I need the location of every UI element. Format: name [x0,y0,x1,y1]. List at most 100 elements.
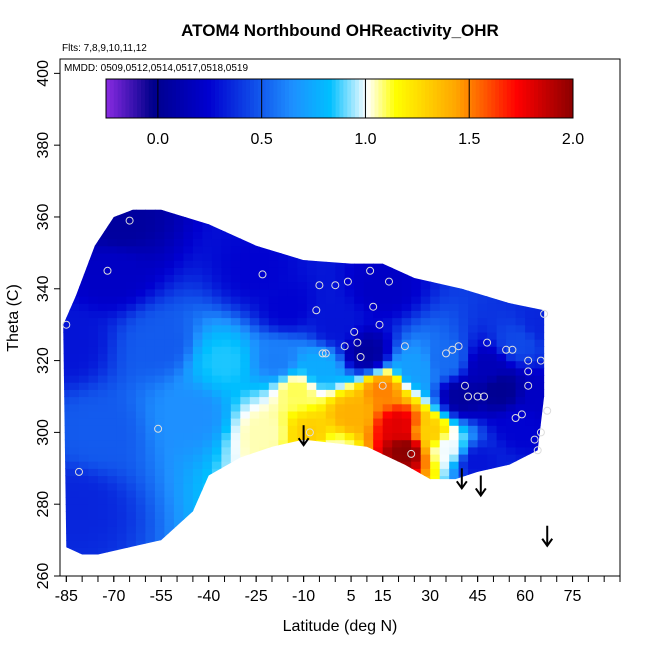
field-cell [249,281,260,290]
field-cell [458,410,469,419]
field-cell [373,425,384,433]
colorbar-swatch [242,79,247,118]
field-cell [211,217,222,225]
field-cell [211,461,222,469]
field-cell [306,432,317,441]
field-cell [173,245,184,254]
field-cell [316,446,327,455]
field-cell [116,410,127,419]
field-cell [325,317,336,326]
field-cell [88,224,99,232]
field-cell [335,482,346,491]
field-cell [335,382,346,390]
field-cell [70,562,80,570]
field-cell [335,425,346,433]
field-cell [325,324,336,333]
field-cell [79,439,90,448]
field-cell [316,482,327,491]
field-cell [534,209,545,211]
field-cell [458,209,469,211]
field-cell [278,217,289,225]
field-cell [392,267,403,275]
colorbar-swatch [327,79,333,118]
field-cell [411,396,422,405]
field-cell [154,217,165,225]
field-cell [468,303,479,311]
colorbar-swatch [537,79,543,118]
field-cell [268,453,279,462]
field-cell [544,361,554,369]
colorbar-swatch [156,79,161,118]
field-cell [554,547,564,555]
field-cell [430,468,441,477]
field-cell [449,238,460,247]
field-cell [506,353,517,362]
field-cell [154,374,165,383]
field-cell [183,446,194,455]
field-cell [354,274,365,283]
colorbar-swatch [541,79,547,118]
field-cell [363,489,374,498]
field-cell [335,260,346,268]
field-cell [268,497,279,505]
field-cell [430,209,441,211]
field-cell [420,324,431,333]
field-cell [392,231,403,240]
field-cell [240,353,251,362]
field-cell [325,346,336,354]
field-cell [249,504,260,512]
field-cell [382,238,393,247]
field-cell [154,540,165,548]
field-cell [249,446,260,455]
field-cell [230,453,241,462]
field-cell [164,209,175,218]
field-cell [259,324,270,333]
field-cell [116,418,127,426]
field-cell [145,439,156,448]
field-cell [506,217,517,225]
field-cell [154,389,165,398]
field-cell [69,267,80,275]
field-cell [259,245,270,254]
field-cell [554,231,564,239]
field-cell [449,439,460,448]
field-cell [525,540,536,548]
field-cell [268,324,279,333]
x-tick-label: -10 [292,588,315,605]
field-cell [335,497,346,505]
field-cell [487,238,498,247]
field-cell [135,497,146,505]
field-cell [211,389,222,398]
field-cell [249,382,260,390]
field-cell [259,360,270,369]
field-cell [88,317,99,326]
field-cell [63,374,71,383]
field-cell [107,525,118,534]
field-cell [249,432,260,441]
field-cell [259,310,270,319]
field-cell [98,425,109,433]
field-cell [69,346,80,354]
field-cell [430,461,441,469]
field-cell [211,303,222,311]
field-cell [449,525,460,534]
field-cell [240,367,251,376]
field-cell [174,562,184,570]
field-cell [325,468,336,477]
field-cell [145,374,156,383]
field-cell [335,468,346,477]
field-cell [496,453,507,462]
field-cell [477,425,488,433]
field-cell [534,382,545,390]
field-cell [88,410,99,419]
field-cell [401,410,412,419]
field-cell [373,396,384,405]
field-cell [249,238,260,247]
field-cell [487,310,498,319]
field-cell [63,547,71,555]
field-cell [88,497,99,505]
field-cell [515,231,526,240]
field-cell [164,367,175,376]
field-cell [164,547,175,555]
field-cell [126,554,137,555]
